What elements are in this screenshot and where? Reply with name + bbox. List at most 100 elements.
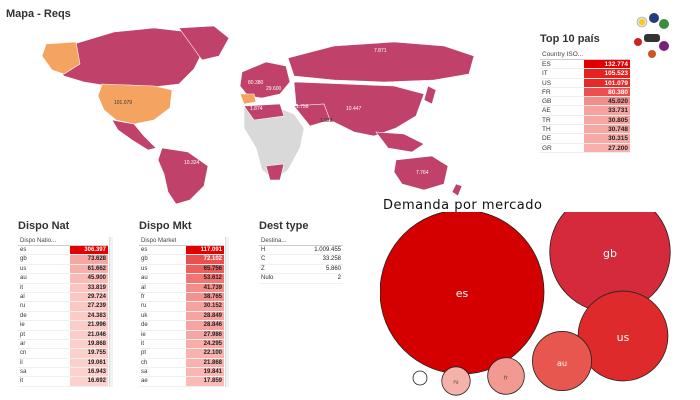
table-row[interactable]: sa 16.943	[18, 368, 108, 378]
table-row[interactable]: au 53.612	[139, 274, 224, 284]
table-row[interactable]: GB 45.020	[540, 97, 630, 107]
table-row[interactable]: ae 17.859	[139, 377, 224, 387]
row-value-text: 19.841	[203, 369, 222, 376]
map-region-australia[interactable]	[393, 155, 449, 191]
row-value-text: 24.295	[203, 340, 222, 347]
map-value-label: 1.756	[350, 136, 363, 142]
row-key: cn	[20, 350, 27, 357]
table-row[interactable]: pt 22.100	[139, 349, 224, 359]
table-scrollbar[interactable]	[225, 237, 229, 387]
bubble-other[interactable]	[412, 370, 428, 386]
table-row[interactable]: es 306.397	[18, 246, 108, 256]
table-row[interactable]: FR 80.380	[540, 87, 630, 98]
map-region-se-asia[interactable]	[375, 131, 425, 153]
row-value: 27.200	[584, 143, 630, 152]
table-row[interactable]: gb 73.628	[18, 255, 108, 265]
bubble-au[interactable]	[532, 331, 592, 391]
table-row[interactable]: ie 27.986	[139, 330, 224, 340]
map-region-south-africa[interactable]	[265, 163, 285, 181]
row-value: 30.315	[584, 134, 630, 143]
bubble-fr[interactable]	[487, 357, 525, 395]
table-row[interactable]: it 33.819	[18, 283, 108, 293]
table-row[interactable]: ar 19.868	[18, 339, 108, 350]
map-region-africa[interactable]	[243, 105, 305, 181]
table-row[interactable]: GR 27.200	[540, 143, 630, 153]
map-region-south-america[interactable]	[157, 147, 209, 205]
table-scrollbar[interactable]	[109, 237, 113, 387]
table-row[interactable]: US 101.079	[540, 78, 630, 88]
row-value-text: 101.079	[604, 79, 629, 87]
row-value-text: 24.383	[87, 312, 106, 319]
row-key: ch	[141, 359, 148, 366]
map-region-spain[interactable]	[239, 93, 257, 105]
table-row[interactable]: H 1.009.455	[259, 246, 343, 256]
table-row[interactable]: DE 30.315	[540, 134, 630, 144]
table-row[interactable]: es 117.091	[139, 246, 224, 256]
map-region-canada[interactable]	[53, 27, 205, 89]
row-key: US	[542, 79, 552, 87]
table-row[interactable]: gb 72.102	[139, 255, 224, 265]
table-column-header[interactable]: Country ISO...	[540, 50, 630, 60]
map-region-middle-east[interactable]	[293, 103, 331, 127]
table-row[interactable]: ch 21.868	[139, 358, 224, 369]
table-row[interactable]: C 33.258	[259, 255, 343, 265]
table-row[interactable]: sa 19.841	[139, 368, 224, 378]
heat-cell-fill	[584, 78, 630, 87]
map-region-new-zealand[interactable]	[451, 183, 463, 197]
heat-cell-fill	[70, 330, 108, 339]
row-value-text: 17.859	[203, 378, 222, 385]
table-row[interactable]: ru 30.152	[139, 302, 224, 312]
map-region-greenland[interactable]	[178, 25, 230, 61]
table-row[interactable]: fr 38.765	[139, 292, 224, 303]
bubble-ru[interactable]	[441, 366, 471, 396]
map-region-alaska[interactable]	[41, 41, 81, 75]
table-row[interactable]: it 16.692	[18, 377, 108, 387]
row-value-text: 117.091	[200, 247, 222, 253]
table-column-header[interactable]: Dispo Natio...	[18, 237, 108, 246]
heat-cell-fill	[186, 330, 224, 339]
table-row[interactable]: il 19.061	[18, 358, 108, 369]
row-value: 28.846	[186, 321, 224, 330]
heat-cell-fill	[70, 283, 108, 292]
row-key: AE	[542, 107, 551, 115]
bubble-label: es	[456, 287, 469, 300]
table-row[interactable]: de 24.383	[18, 311, 108, 322]
table-row[interactable]: Nulo 2	[259, 274, 343, 284]
map-region-mexico[interactable]	[111, 119, 157, 151]
table-row[interactable]: uk 28.849	[139, 311, 224, 322]
table-row[interactable]: it 24.295	[139, 339, 224, 350]
table-row[interactable]: pt 21.046	[18, 330, 108, 340]
row-value: 38.765	[186, 292, 224, 302]
map-region-japan[interactable]	[423, 85, 437, 105]
table-row[interactable]: us 65.756	[139, 264, 224, 275]
map-region-europe[interactable]	[239, 61, 291, 99]
heat-cell-fill	[70, 292, 108, 302]
table-row[interactable]: cn 19.755	[18, 349, 108, 359]
table-row[interactable]: de 28.846	[139, 321, 224, 331]
table-row[interactable]: IT 105.523	[540, 69, 630, 79]
table-row[interactable]: ES 132.774	[540, 60, 630, 70]
table-row[interactable]: TH 30.748	[540, 125, 630, 135]
table-row[interactable]: ru 27.239	[18, 302, 108, 312]
table-row[interactable]: TR 30.805	[540, 115, 630, 126]
heat-cell-fill	[70, 246, 108, 255]
world-map-svg[interactable]: 7.871 101.079 80.380 29.600 1.874 1.756 …	[4, 24, 534, 206]
table-column-header[interactable]: Destina...	[259, 237, 343, 246]
map-region-north-africa[interactable]	[243, 103, 285, 121]
world-map[interactable]: 7.871 101.079 80.380 29.600 1.874 1.756 …	[4, 24, 534, 206]
map-region-usa[interactable]	[97, 83, 173, 125]
table-row[interactable]: ie 21.996	[18, 321, 108, 331]
table-row[interactable]: au 45.900	[18, 274, 108, 284]
row-value-text: 30.748	[608, 126, 628, 134]
table-row[interactable]: us 61.662	[18, 264, 108, 275]
table-row[interactable]: al 41.739	[139, 283, 224, 293]
row-value-text: 38.765	[203, 293, 222, 300]
map-value-label: 101.079	[114, 100, 132, 106]
row-value: 24.383	[70, 311, 108, 321]
table-row[interactable]: AE 33.731	[540, 106, 630, 116]
map-region-russia[interactable]	[287, 41, 475, 83]
table-column-header[interactable]: Dispo Market	[139, 237, 224, 246]
table-row[interactable]: Z 5.860	[259, 265, 343, 275]
bubble-chart-svg: es gb us au fr ru	[380, 212, 671, 396]
table-row[interactable]: al 29.724	[18, 292, 108, 303]
